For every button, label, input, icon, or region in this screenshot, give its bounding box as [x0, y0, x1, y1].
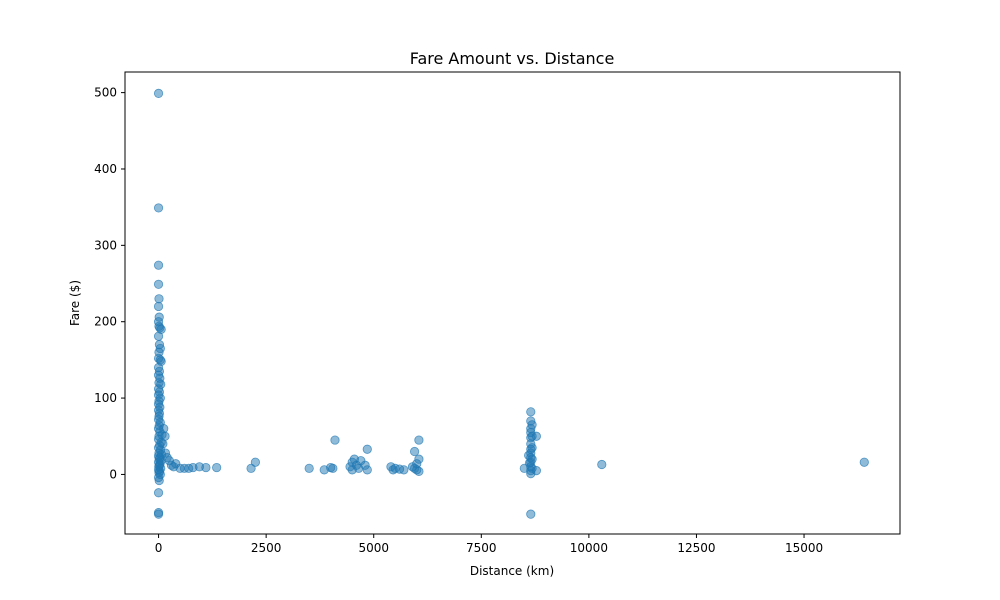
data-point — [414, 454, 424, 464]
plot-frame — [124, 71, 901, 535]
y-tick-label: 100 — [94, 391, 117, 405]
x-ticks: 0 2500 5000 7500 10000 12500 15000 — [155, 534, 823, 555]
data-point — [212, 462, 222, 473]
data-point — [859, 457, 869, 467]
y-tick-label: 400 — [94, 162, 117, 176]
chart-title: Fare Amount vs. Distance — [410, 49, 615, 68]
data-point — [153, 301, 164, 312]
x-tick-label: 10000 — [570, 541, 608, 555]
data-point — [399, 465, 409, 475]
data-point — [328, 463, 338, 473]
data-point — [362, 465, 372, 475]
points-layer — [153, 88, 869, 519]
data-point — [153, 488, 164, 498]
data-point — [153, 331, 164, 341]
data-point — [527, 454, 537, 464]
x-tick-label: 5000 — [358, 541, 389, 555]
data-point — [409, 446, 420, 457]
data-point — [153, 88, 164, 98]
data-point — [531, 466, 541, 476]
data-point — [304, 463, 314, 473]
data-point — [527, 443, 537, 453]
y-axis-label: Fare ($) — [68, 280, 82, 326]
data-point — [531, 431, 541, 441]
y-tick-label: 0 — [109, 467, 117, 481]
x-tick-label: 0 — [155, 541, 163, 555]
x-axis-label: Distance (km) — [470, 564, 554, 578]
y-tick-label: 300 — [94, 238, 117, 252]
data-point — [414, 435, 424, 445]
data-point — [154, 294, 164, 304]
data-point — [154, 475, 164, 486]
data-point — [153, 509, 164, 519]
data-point — [414, 466, 424, 476]
data-point — [159, 424, 169, 434]
data-point — [527, 420, 537, 430]
x-tick-label: 15000 — [785, 541, 823, 555]
data-point — [597, 459, 607, 470]
data-point — [330, 435, 340, 445]
y-ticks: 0 100 200 300 400 500 — [94, 86, 125, 481]
data-point — [526, 509, 536, 519]
y-tick-label: 500 — [94, 86, 117, 100]
data-point — [153, 203, 164, 213]
data-point — [201, 462, 211, 473]
data-point — [160, 431, 170, 441]
data-point — [153, 260, 164, 270]
x-tick-label: 7500 — [466, 541, 497, 555]
x-tick-label: 12500 — [677, 541, 715, 555]
data-point — [158, 439, 168, 449]
data-point — [362, 444, 372, 454]
y-tick-label: 200 — [94, 315, 117, 329]
data-point — [250, 457, 260, 467]
data-point — [526, 407, 536, 417]
x-tick-label: 2500 — [251, 541, 282, 555]
data-point — [153, 279, 164, 289]
